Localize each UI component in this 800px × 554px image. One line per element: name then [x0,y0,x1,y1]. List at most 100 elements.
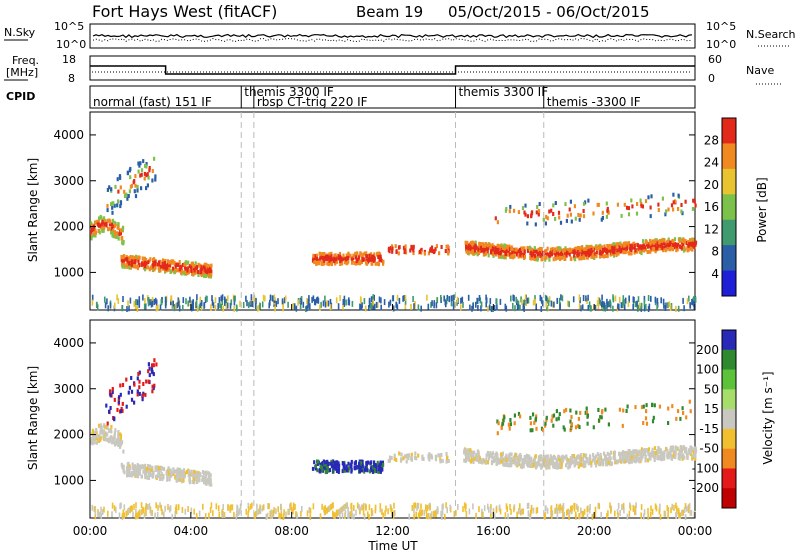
ground-scatter-cell [640,302,643,309]
ground-scatter-cell [532,507,535,514]
data-cell [561,455,564,460]
data-cell [121,408,124,413]
data-cell [599,454,602,459]
ground-scatter-cell [643,295,646,302]
data-cell [106,218,109,223]
data-cell [187,266,190,271]
data-cell [369,466,373,471]
data-cell [187,470,190,474]
data-cell [665,209,668,214]
data-cell [605,254,608,258]
data-cell [549,247,552,252]
data-cell [550,208,553,213]
data-cell [578,252,581,257]
data-cell [666,453,669,458]
ground-scatter-cell [392,510,395,517]
data-cell [153,383,156,388]
data-cell [500,455,503,460]
data-cell [566,248,569,253]
data-cell [583,251,586,255]
ground-scatter-cell [351,300,354,307]
ground-scatter-cell [520,509,522,516]
data-cell [523,460,526,465]
ground-scatter-cell [510,508,512,515]
ground-scatter-cell [175,508,178,515]
data-cell [621,423,624,428]
ground-scatter-cell [676,505,678,512]
ground-scatter-cell [545,295,548,302]
ground-scatter-cell [433,300,436,307]
data-cell [370,254,373,259]
data-cell [649,214,652,219]
ground-scatter-cell [550,300,553,307]
data-cell [537,247,540,252]
ground-scatter-cell [402,295,404,302]
data-cell [103,423,106,428]
ground-scatter-cell [380,304,382,311]
data-cell [561,253,564,258]
data-cell [351,258,354,263]
ground-scatter-cell [622,502,625,509]
data-cell [494,252,497,257]
ground-scatter-cell [453,301,456,308]
data-cell [166,263,169,267]
ground-scatter-cell [392,295,395,302]
data-cell [517,411,521,416]
ground-scatter-cell [290,502,292,509]
data-cell [674,199,677,204]
ground-scatter-cell [621,504,623,511]
data-cell [653,239,656,244]
ground-scatter-cell [637,296,640,303]
data-cell [126,264,129,269]
data-cell [509,422,512,427]
ground-scatter-cell [544,512,547,519]
ground-scatter-cell [155,502,157,509]
data-cell [682,453,685,458]
data-cell [122,464,125,469]
ground-scatter-cell [300,510,302,517]
data-cell [694,450,697,455]
data-cell [685,241,688,245]
ground-scatter-cell [208,512,210,519]
data-cell [493,250,496,255]
ground-scatter-cell [379,506,381,513]
data-cell [683,455,686,460]
ground-scatter-cell [190,507,193,514]
data-cell [613,450,616,455]
ground-scatter-cell [296,513,298,520]
data-cell [491,243,494,248]
data-cell [530,253,533,258]
ground-scatter-cell [236,305,238,312]
data-cell [593,252,596,257]
data-cell [138,391,141,396]
ground-scatter-cell [142,506,144,513]
data-cell [114,440,117,445]
data-cell [689,451,692,455]
ground-scatter-cell [535,507,538,514]
data-cell [523,254,526,259]
ground-scatter-cell [144,298,146,305]
data-cell [672,207,675,212]
ground-scatter-cell [618,296,621,303]
data-cell [133,255,136,260]
ground-scatter-cell [550,513,553,520]
data-cell [136,389,139,394]
data-cell [154,177,157,182]
ground-scatter-cell [617,502,620,509]
data-cell [541,250,544,255]
data-cell [178,476,182,481]
ground-scatter-cell [329,304,332,311]
y-tick-label: 2000 [53,220,84,234]
ground-scatter-cell [277,298,279,305]
data-cell [517,254,520,259]
data-cell [95,434,98,439]
data-cell [137,169,140,174]
ground-scatter-cell [369,301,371,308]
ground-scatter-cell [114,302,116,309]
data-cell [570,422,573,427]
data-cell [170,260,173,265]
data-cell [527,463,530,468]
data-cell [156,262,160,267]
ground-scatter-cell [513,295,515,301]
ground-scatter-cell [622,295,625,302]
